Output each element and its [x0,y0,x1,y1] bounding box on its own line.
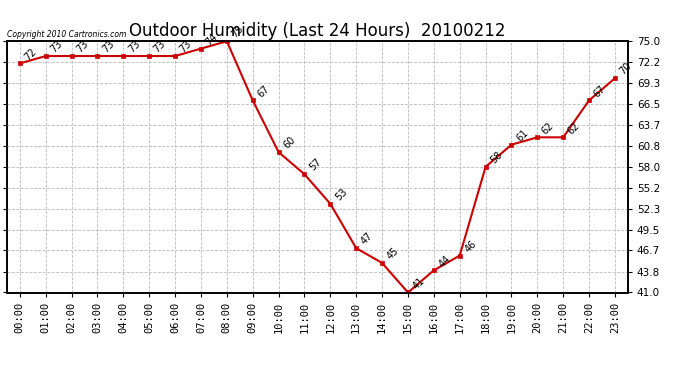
Text: 44: 44 [437,253,453,269]
Text: Copyright 2010 Cartronics.com: Copyright 2010 Cartronics.com [7,30,126,39]
Text: 70: 70 [618,61,633,77]
Text: 73: 73 [126,39,142,55]
Text: 53: 53 [333,187,349,202]
Text: 67: 67 [592,83,608,99]
Text: 73: 73 [75,39,90,55]
Text: 62: 62 [566,120,582,136]
Text: 60: 60 [282,135,297,151]
Text: 58: 58 [489,150,504,165]
Text: 46: 46 [462,238,478,254]
Text: 73: 73 [48,39,64,55]
Text: 61: 61 [514,128,530,143]
Text: 75: 75 [230,24,246,40]
Text: 47: 47 [359,231,375,247]
Text: 73: 73 [100,39,116,55]
Text: 74: 74 [204,32,219,47]
Text: 45: 45 [385,246,401,261]
Text: 62: 62 [540,120,556,136]
Text: 72: 72 [23,46,39,62]
Text: 73: 73 [178,39,194,55]
Title: Outdoor Humidity (Last 24 Hours)  20100212: Outdoor Humidity (Last 24 Hours) 2010021… [129,22,506,40]
Text: 57: 57 [307,157,323,173]
Text: 67: 67 [255,83,271,99]
Text: 73: 73 [152,39,168,55]
Text: 41: 41 [411,275,426,291]
